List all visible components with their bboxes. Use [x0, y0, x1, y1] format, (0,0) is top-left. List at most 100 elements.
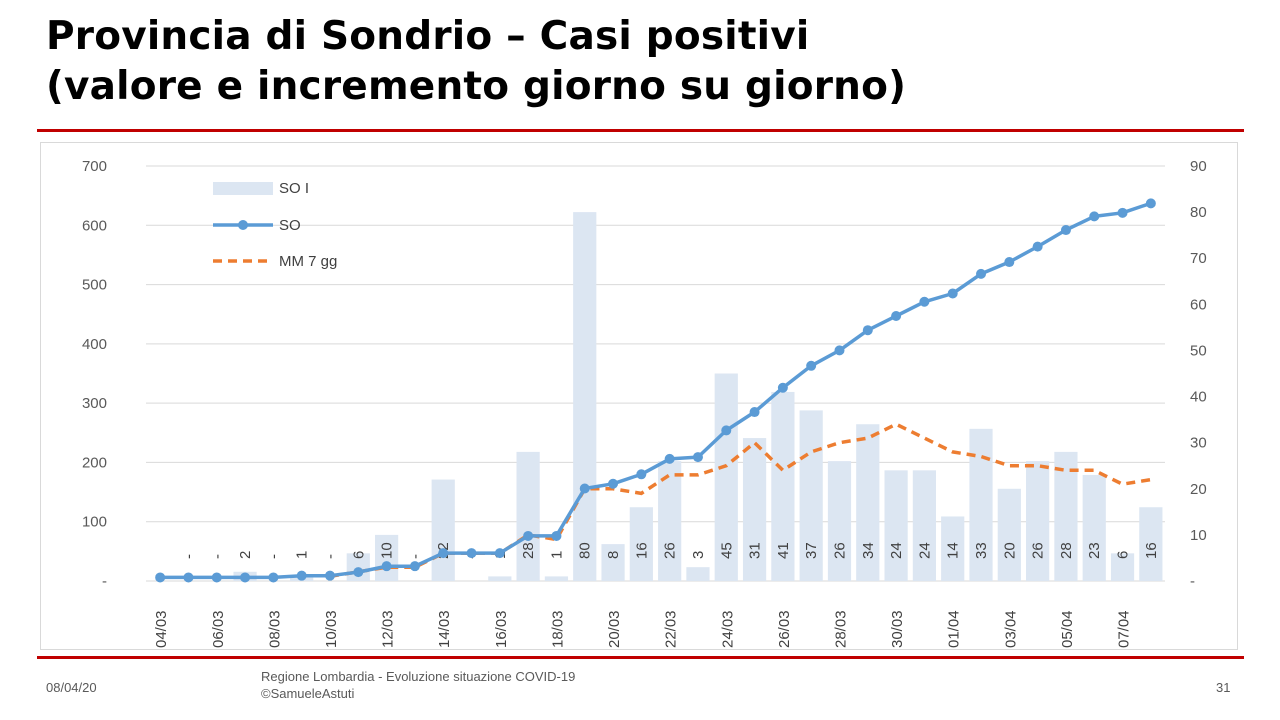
bar-data-label: 45	[718, 542, 735, 559]
footer-rule	[37, 656, 1244, 659]
bar-data-label: 20	[1001, 542, 1018, 559]
chart-frame: --2-1-610-22-128180816263453141372634242…	[40, 142, 1238, 650]
x-tick-label: 28/03	[832, 610, 849, 648]
bar-so-i	[1139, 507, 1163, 581]
bar-data-label: 24	[888, 542, 905, 559]
marker-so	[947, 288, 958, 299]
bar-data-label: 23	[1086, 542, 1103, 559]
bar-data-label: 2	[237, 551, 254, 559]
x-tick-label: 22/03	[663, 610, 680, 648]
marker-so	[777, 382, 788, 393]
marker-so	[353, 567, 364, 578]
y-right-tick-label: -	[1190, 573, 1195, 590]
marker-so	[268, 572, 279, 583]
y-right-tick-label: 10	[1190, 527, 1207, 544]
bar-data-label: 34	[860, 542, 877, 559]
marker-so	[579, 483, 590, 494]
bar-so-i	[544, 576, 569, 581]
bar-data-label: 33	[973, 542, 990, 559]
bar-data-label: 6	[1115, 551, 1132, 559]
x-tick-label: 04/03	[153, 610, 170, 648]
y-left-tick-label: 600	[82, 217, 107, 234]
bar-so-i	[1110, 553, 1135, 581]
footer-source: Regione Lombardia - Evoluzione situazion…	[261, 668, 575, 702]
bar-so-i	[1026, 461, 1050, 581]
slide-title-line2: (valore e incremento giorno su giorno)	[46, 64, 907, 109]
marker-so	[1117, 207, 1128, 218]
marker-so	[749, 407, 760, 418]
bar-so-i	[912, 470, 937, 581]
bar-data-label: 6	[350, 551, 367, 559]
x-tick-label: 01/04	[946, 610, 963, 648]
bar-data-label: 28	[1058, 542, 1075, 559]
x-tick-label: 08/03	[266, 610, 283, 648]
y-left-tick-label: -	[102, 573, 107, 590]
bar-data-label: -	[180, 554, 197, 559]
marker-so	[551, 530, 562, 541]
marker-so	[834, 345, 845, 356]
legend-label-so: SO	[279, 217, 301, 234]
bar-data-label: -	[322, 554, 339, 559]
bar-data-label: -	[407, 554, 424, 559]
bar-data-label: 16	[1143, 542, 1160, 559]
marker-so	[919, 296, 930, 307]
marker-so	[466, 548, 477, 559]
bar-so-i	[1082, 474, 1106, 581]
bar-so-i	[827, 461, 852, 581]
bar-data-label: 37	[803, 542, 820, 559]
bar-data-label: 1	[548, 551, 565, 559]
y-left-tick-label: 500	[82, 277, 107, 294]
marker-so	[721, 425, 732, 436]
marker-so	[806, 360, 817, 371]
marker-so	[1145, 198, 1156, 209]
slide-title: Provincia di Sondrio – Casi positivi (va…	[46, 12, 906, 112]
x-tick-label: 10/03	[323, 610, 340, 648]
y-left-tick-label: 300	[82, 395, 107, 412]
bar-so-i	[771, 391, 795, 581]
bar-so-i	[997, 488, 1021, 581]
marker-so	[692, 452, 703, 463]
bar-data-label: 3	[690, 551, 707, 559]
x-tick-label: 26/03	[776, 610, 793, 648]
y-right-tick-label: 90	[1190, 158, 1207, 175]
x-tick-label: 14/03	[436, 610, 453, 648]
bar-data-label: 14	[945, 542, 962, 559]
bar-data-label: 26	[1030, 542, 1047, 559]
y-right-tick-label: 40	[1190, 389, 1207, 406]
y-right-tick-label: 30	[1190, 435, 1207, 452]
bar-so-i	[516, 451, 540, 581]
marker-so	[381, 561, 392, 572]
marker-so	[1004, 257, 1015, 268]
bar-so-i	[686, 567, 710, 581]
bar-so-i	[969, 428, 993, 581]
legend-label-so-i: SO I	[279, 180, 309, 197]
bar-so-i	[1054, 451, 1078, 581]
footer-date: 08/04/20	[46, 680, 97, 695]
marker-so	[494, 548, 505, 559]
legend-label-mm-7gg: MM 7 gg	[279, 253, 337, 270]
bar-data-label: 10	[379, 542, 396, 559]
bar-so-i	[488, 576, 512, 581]
x-tick-label: 16/03	[493, 610, 510, 648]
marker-so	[891, 310, 902, 321]
x-tick-label: 07/04	[1116, 610, 1133, 648]
slide-title-line1: Provincia di Sondrio – Casi positivi	[46, 14, 810, 59]
bar-data-label: 31	[747, 542, 764, 559]
bar-data-label: 24	[916, 542, 933, 559]
legend-swatch-so-i	[213, 182, 273, 195]
y-left-tick-label: 100	[82, 514, 107, 531]
bar-data-label: 26	[662, 542, 679, 559]
bar-so-i	[658, 461, 682, 581]
marker-so	[636, 469, 647, 480]
marker-so	[438, 548, 449, 559]
marker-so	[296, 570, 307, 581]
marker-so	[664, 453, 675, 464]
title-underline-rule	[37, 129, 1244, 132]
marker-so	[608, 478, 619, 489]
bar-so-i	[629, 507, 653, 581]
marker-so	[409, 561, 420, 572]
marker-so	[1089, 211, 1100, 222]
y-left-tick-label: 200	[82, 454, 107, 471]
marker-so	[211, 572, 222, 583]
y-right-tick-label: 80	[1190, 204, 1207, 221]
